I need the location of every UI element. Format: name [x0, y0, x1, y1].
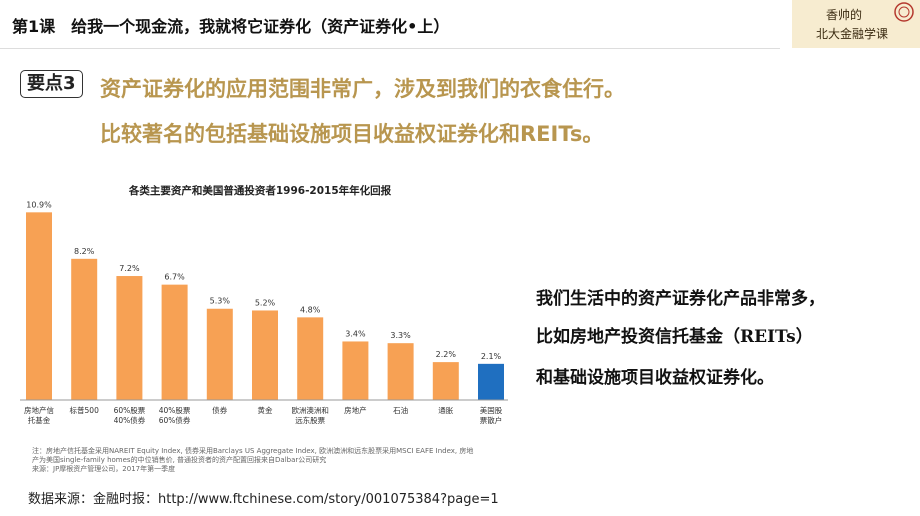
chart-note-line2: 产为美国single-family homes的中位销售价, 普通投资者的资产配…: [32, 456, 327, 464]
description-line1: 我们生活中的资产证券化产品非常多，: [536, 289, 825, 309]
value-label-3: 6.7%: [164, 273, 185, 282]
headline-line1: 资产证券化的应用范围非常广，涉及到我们的衣食住行。: [100, 77, 625, 101]
category-label-0-0: 房地产信: [24, 405, 54, 415]
category-label-3-0: 40%股票: [159, 406, 191, 415]
value-label-0: 10.9%: [26, 200, 52, 209]
seal-inner-ring: [898, 6, 910, 18]
value-label-6: 4.8%: [300, 305, 321, 314]
category-label-1-0: 标普500: [70, 405, 100, 415]
category-label-3-1: 60%债券: [159, 415, 191, 425]
bar-4: [206, 308, 233, 400]
bar-3: [161, 284, 188, 400]
bar-9: [432, 362, 459, 400]
university-seal-icon: [894, 2, 914, 22]
value-label-2: 7.2%: [119, 264, 140, 273]
value-label-4: 5.3%: [210, 297, 231, 306]
bar-7: [342, 341, 369, 400]
bar-0: [26, 212, 52, 400]
category-label-2-1: 40%债券: [114, 415, 146, 425]
category-label-6-0: 欧洲澳洲和: [291, 405, 329, 415]
header-divider: [0, 48, 780, 49]
value-label-5: 5.2%: [255, 298, 276, 307]
bar-10: [478, 363, 504, 400]
category-label-10-0: 美国股: [480, 405, 503, 415]
bar-6: [297, 317, 324, 400]
category-label-4-0: 债券: [212, 405, 227, 415]
chart-title: 各类主要资产和美国普通投资者1996-2015年年化回报: [128, 184, 392, 197]
bars-group: [26, 212, 504, 400]
bar-8: [387, 343, 414, 400]
category-label-7-0: 房地产: [344, 405, 367, 415]
lesson-title: 第1课 给我一个现金流，我就将它证券化（资产证券化•上）: [12, 17, 450, 36]
logo-background: [792, 0, 920, 48]
category-label-2-0: 60%股票: [114, 406, 146, 415]
course-logo: 香帅的 北大金融学课: [792, 0, 920, 48]
value-label-10: 2.1%: [481, 352, 502, 361]
data-source: 数据来源：金融时报：http://www.ftchinese.com/story…: [28, 492, 499, 507]
value-label-8: 3.3%: [390, 331, 411, 340]
value-label-1: 8.2%: [74, 247, 95, 256]
category-label-6-1: 远东股票: [295, 415, 325, 425]
description-line2: 比如房地产投资信托基金（REITs）: [536, 327, 813, 347]
category-label-0-1: 托基金: [28, 415, 51, 425]
chart-note-line1: 注：房地产信托基金采用NAREIT Equity Index, 债券采用Barc…: [32, 447, 474, 455]
headline-line2: 比较著名的包括基础设施项目收益权证券化和REITs。: [100, 122, 604, 146]
logo-text-line2: 北大金融学课: [816, 26, 888, 41]
description-line3: 和基础设施项目收益权证券化。: [536, 368, 774, 388]
category-label-8-0: 石油: [393, 405, 408, 415]
category-label-5-0: 黄金: [258, 405, 273, 415]
value-label-9: 2.2%: [436, 350, 457, 359]
point-tag: 要点3: [20, 70, 83, 98]
category-label-9-0: 通胀: [438, 405, 453, 415]
value-labels-group: 10.9% 8.2% 7.2% 6.7% 5.3% 5.2% 4.8% 3.4% 3.3% 2.2…: [26, 200, 501, 361]
logo-text-line1: 香帅的: [826, 7, 862, 22]
bar-5: [252, 310, 278, 400]
bar-1: [71, 258, 98, 400]
value-label-7: 3.4%: [345, 329, 366, 338]
category-label-10-1: 票散户: [480, 415, 503, 425]
chart-note-source: 来源：JP摩根资产管理公司，2017年第一季度: [32, 465, 176, 473]
bar-2: [116, 276, 143, 400]
returns-bar-chart: 各类主要资产和美国普通投资者1996-2015年年化回报 10.9% 8.2% 7.…: [20, 184, 508, 425]
